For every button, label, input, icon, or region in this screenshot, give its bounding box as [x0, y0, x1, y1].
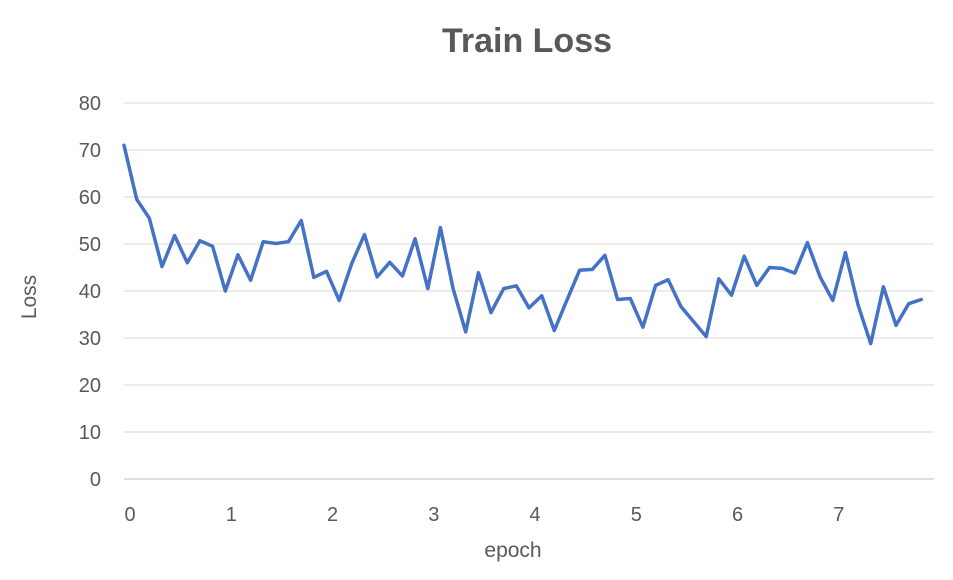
series-layer [122, 143, 924, 346]
x-tick-label: 7 [833, 504, 844, 526]
x-tick-label: 1 [226, 504, 237, 526]
x-tick-label: 3 [428, 504, 439, 526]
x-tick-label: 6 [732, 504, 743, 526]
y-tick-label: 60 [79, 187, 101, 209]
y-tick-label: 10 [79, 422, 101, 444]
x-tick-label: 4 [529, 504, 540, 526]
x-tick-label: 0 [124, 504, 135, 526]
x-tick-label: 5 [631, 504, 642, 526]
y-tick-label: 50 [79, 234, 101, 256]
x-tick-label: 2 [327, 504, 338, 526]
y-tick-label: 40 [79, 281, 101, 303]
chart-title: Train Loss [442, 22, 612, 60]
x-axis-label: epoch [484, 539, 541, 562]
y-tick-label: 0 [90, 469, 101, 491]
grid-layer [124, 102, 934, 480]
y-tick-label: 80 [79, 93, 101, 115]
x-tick-labels: 0 1 2 3 4 5 6 7 [124, 504, 844, 526]
y-tick-label: 70 [79, 140, 101, 162]
y-axis-label: Loss [18, 275, 41, 319]
y-tick-labels: 0 10 20 30 40 50 60 70 80 [79, 93, 101, 491]
series-line [122, 143, 924, 346]
y-tick-label: 20 [79, 375, 101, 397]
y-tick-label: 30 [79, 328, 101, 350]
